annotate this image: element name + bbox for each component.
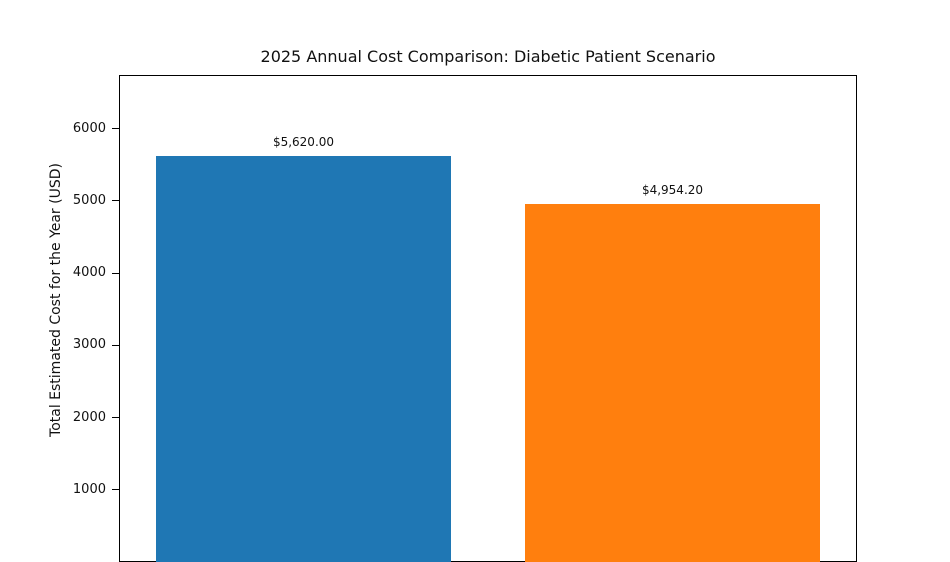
chart-canvas: 2025 Annual Cost Comparison: Diabetic Pa… — [48, 47, 857, 562]
bar-0 — [155, 156, 452, 562]
y-tick-label: 1000 — [72, 481, 106, 497]
bar-value-label-1: $4,954.20 — [641, 183, 704, 198]
y-tick-mark — [112, 200, 119, 202]
y-tick-label: 6000 — [72, 120, 106, 136]
y-tick-label: 3000 — [72, 337, 106, 353]
y-tick-label: 2000 — [72, 409, 106, 425]
y-axis-label: Total Estimated Cost for the Year (USD) — [48, 163, 64, 437]
y-tick-label: 4000 — [72, 265, 106, 281]
y-tick-mark — [112, 417, 119, 419]
y-tick-mark — [112, 272, 119, 274]
y-tick-mark — [112, 128, 119, 130]
bar-1 — [524, 204, 821, 562]
y-tick-label: 5000 — [72, 192, 106, 208]
bar-value-label-0: $5,620.00 — [272, 135, 335, 150]
y-tick-mark — [112, 489, 119, 491]
y-tick-mark — [112, 344, 119, 346]
chart-title: 2025 Annual Cost Comparison: Diabetic Pa… — [260, 47, 716, 66]
